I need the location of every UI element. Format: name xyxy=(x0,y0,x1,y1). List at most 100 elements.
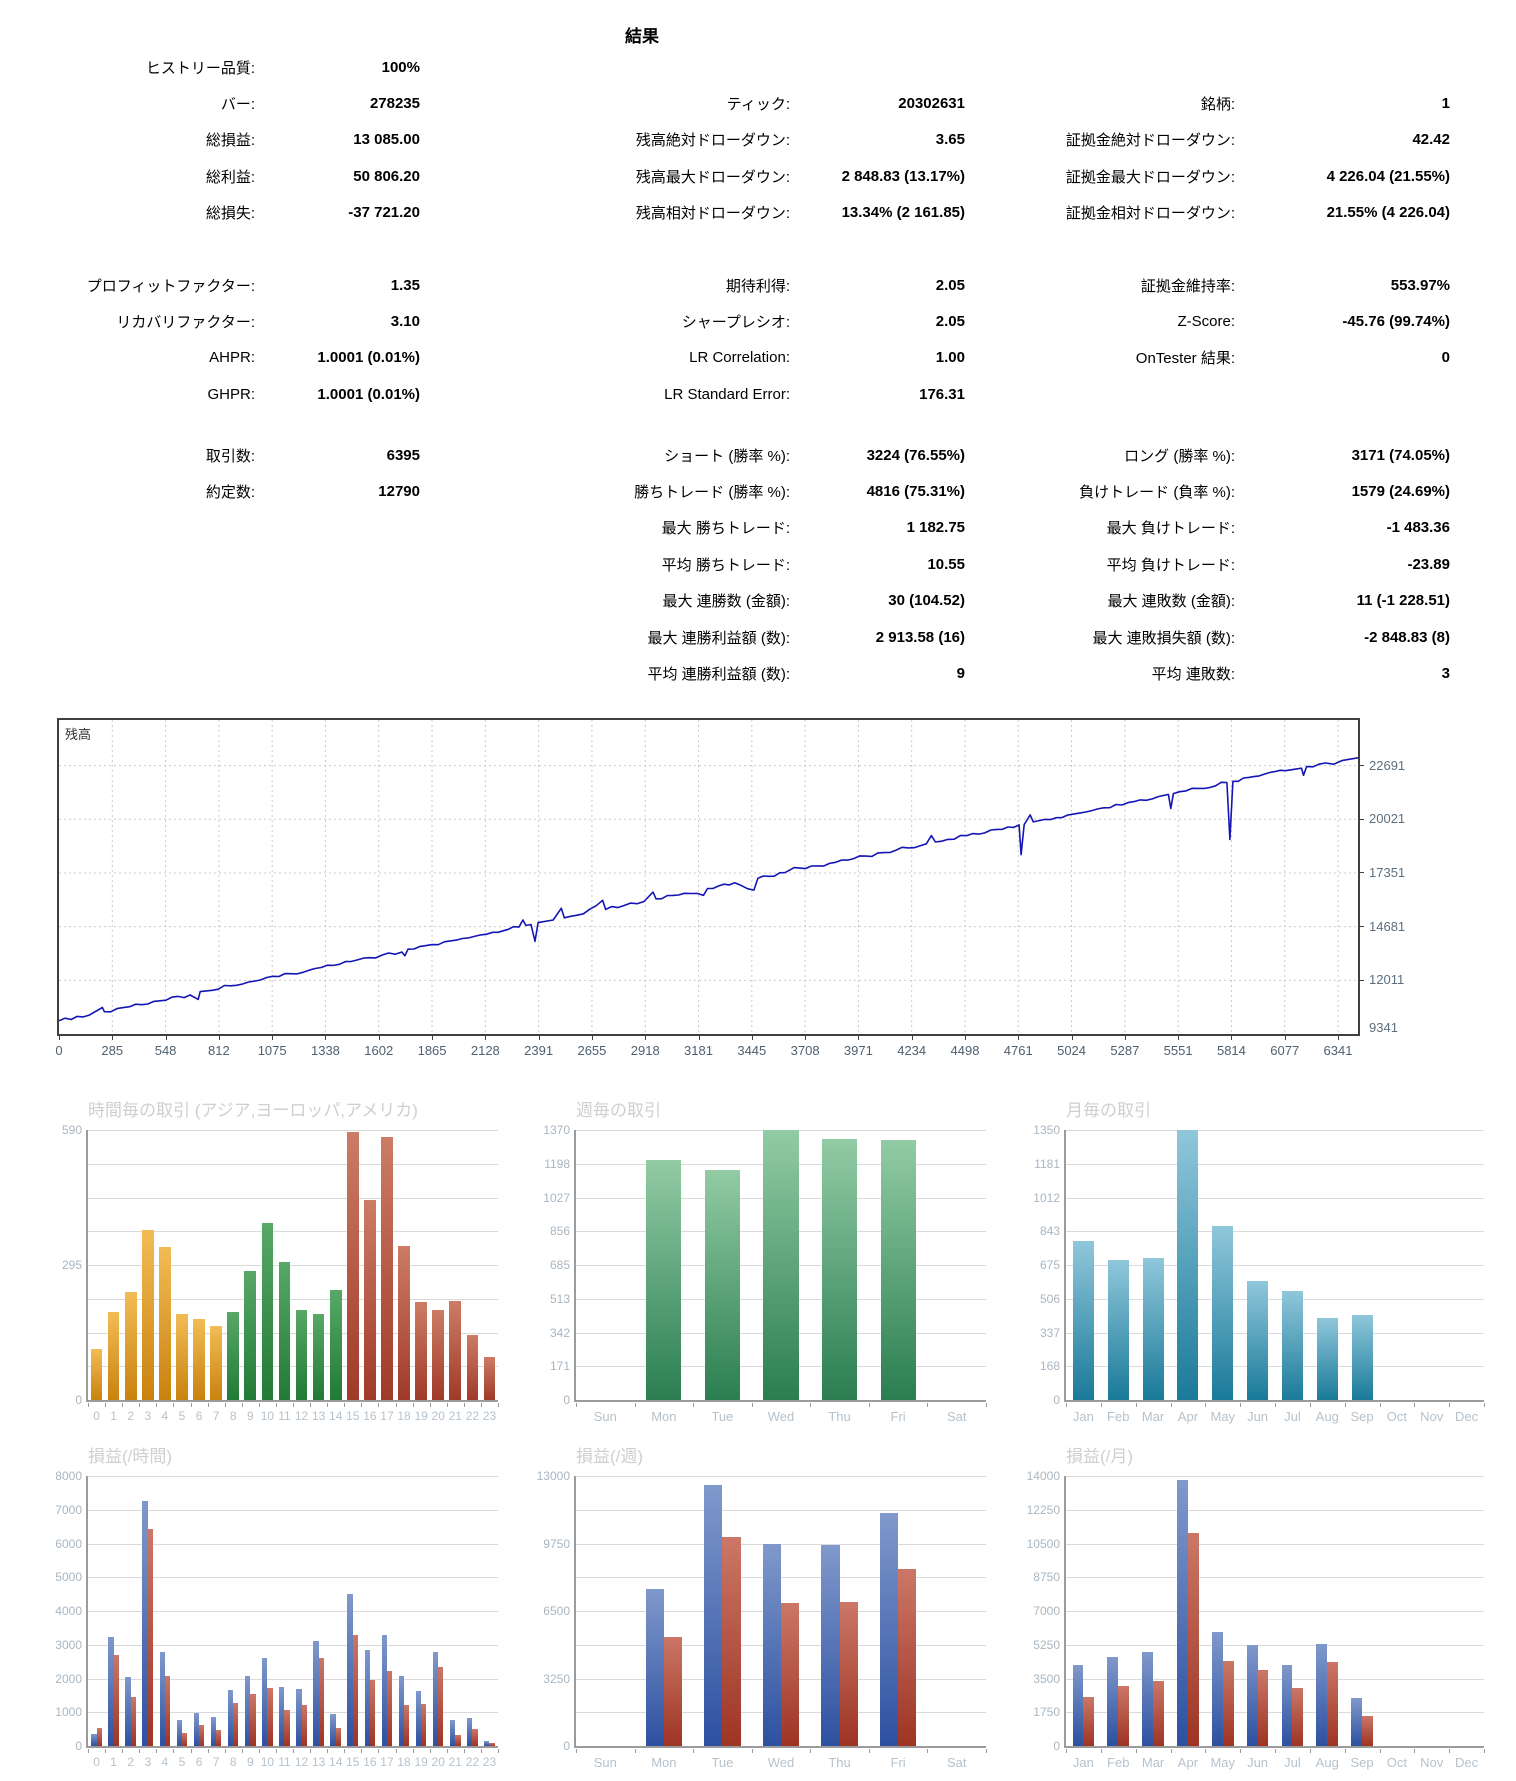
bar-Sep xyxy=(1351,1314,1373,1400)
chart-gridline xyxy=(1066,1231,1484,1233)
chart-x-tick xyxy=(480,1403,482,1407)
balance-x-tick xyxy=(112,1036,114,1040)
bar-loss-8 xyxy=(233,1702,239,1746)
bar-14 xyxy=(329,1289,342,1400)
chart-x-tick xyxy=(1205,1749,1207,1753)
chart-x-tick xyxy=(1100,1749,1102,1753)
bar-loss-18 xyxy=(404,1704,410,1746)
balance-x-tick xyxy=(432,1036,434,1040)
stat-label: 最大 連勝利益額 (数): xyxy=(647,629,791,647)
bar-loss-10 xyxy=(267,1687,273,1746)
chart-y-axis xyxy=(1064,1130,1066,1402)
chart-x-label: 20 xyxy=(431,1409,445,1423)
chart-x-label: Aug xyxy=(1315,1755,1339,1770)
stat-value: 1.0001 (0.01%) xyxy=(317,349,420,367)
bar-10 xyxy=(261,1223,274,1400)
chart-y-label: 9750 xyxy=(543,1536,570,1551)
bar-profit-Tue xyxy=(704,1485,723,1746)
stat-value: 4 226.04 (21.55%) xyxy=(1326,167,1450,185)
chart-gridline xyxy=(88,1332,498,1334)
balance-y-label: 20021 xyxy=(1369,811,1406,827)
chart-x-label: 13 xyxy=(311,1409,326,1423)
chart-x-tick xyxy=(927,1749,929,1753)
balance-y-tick xyxy=(1359,765,1364,767)
chart-x-tick xyxy=(378,1749,380,1753)
balance-x-tick xyxy=(485,1036,487,1040)
bar-loss-17 xyxy=(386,1671,393,1746)
chart-gridline xyxy=(1066,1265,1484,1266)
chart-x-tick xyxy=(1379,1749,1381,1753)
chart-x-tick xyxy=(88,1749,89,1753)
bar-profit-Sep xyxy=(1351,1698,1363,1746)
chart-y-label: 6000 xyxy=(55,1536,82,1551)
chart-x-label: 18 xyxy=(397,1409,411,1423)
bar-loss-Thu xyxy=(839,1602,858,1746)
chart-y-label: 10500 xyxy=(1026,1536,1060,1551)
bar-profit-Fri xyxy=(879,1512,899,1746)
bar-loss-Mar xyxy=(1153,1681,1164,1746)
chart-x-label: 23 xyxy=(482,1409,497,1423)
balance-y-label: 22691 xyxy=(1369,757,1406,773)
chart-y-label: 7000 xyxy=(55,1502,82,1517)
chart-4: 損益(/時間) 0 1000 2000 3000 4000 5000 6000 7000 8000… xyxy=(30,1434,510,1780)
chart-gridline xyxy=(1066,1298,1484,1300)
chart-x-label: 12 xyxy=(294,1755,309,1769)
chart-x-label: Tue xyxy=(711,1755,734,1770)
chart-x-tick xyxy=(810,1403,812,1407)
chart-x-tick xyxy=(751,1749,753,1753)
bar-1 xyxy=(107,1312,120,1400)
chart-x-tick xyxy=(258,1749,260,1753)
stats-row: 総利益: 50 806.20 残高最大ドローダウン: 2 848.83 (13.17%… xyxy=(0,158,1452,194)
chart-x-tick xyxy=(1066,1749,1067,1753)
stat-label: 銘柄: xyxy=(1200,96,1235,114)
bar-Thu xyxy=(822,1139,858,1400)
chart-x-tick xyxy=(1379,1403,1381,1407)
stat-label: リカバリファクター: xyxy=(116,314,255,332)
chart-x-tick xyxy=(463,1749,465,1753)
chart-x-label: 10 xyxy=(260,1755,275,1769)
chart-x-label: Nov xyxy=(1420,1409,1444,1424)
balance-x-label: 6341 xyxy=(1323,1043,1353,1058)
balance-x-label: 4498 xyxy=(950,1043,980,1058)
stats-row: 約定数: 12790 勝ちトレード (勝率 %): 4816 (75.31%) 負けトレ… xyxy=(0,473,1452,509)
bar-loss-Mon xyxy=(663,1637,682,1746)
bar-profit-14 xyxy=(330,1713,336,1746)
bar-profit-17 xyxy=(381,1634,387,1746)
bar-profit-22 xyxy=(467,1718,473,1746)
bar-7 xyxy=(210,1325,222,1400)
chart-gridline xyxy=(1066,1197,1484,1199)
chart-y-label: 1181 xyxy=(1034,1156,1060,1171)
chart-x-tick xyxy=(378,1403,380,1407)
chart-x-tick xyxy=(224,1403,226,1407)
chart-y-label: 1198 xyxy=(544,1156,570,1171)
balance-x-label: 2655 xyxy=(577,1043,607,1058)
chart-gridline xyxy=(1066,1509,1484,1511)
chart-x-label: Wed xyxy=(767,1409,795,1424)
chart-x-tick xyxy=(446,1403,448,1407)
chart-x-tick xyxy=(1100,1403,1102,1407)
chart-x-tick xyxy=(1309,1403,1311,1407)
bar-6 xyxy=(193,1318,205,1400)
stat-value: 0 xyxy=(1441,349,1450,367)
bar-profit-Jul xyxy=(1281,1664,1293,1746)
chart-x-tick xyxy=(1205,1403,1207,1407)
bar-18 xyxy=(398,1245,410,1400)
chart-x-tick xyxy=(207,1403,209,1407)
stat-value: 2.05 xyxy=(935,276,965,294)
chart-x-tick xyxy=(241,1749,243,1753)
chart-y-axis xyxy=(574,1130,576,1402)
chart-y-label: 2000 xyxy=(55,1671,82,1686)
chart-y-label: 0 xyxy=(563,1739,570,1753)
bar-17 xyxy=(381,1137,393,1400)
bar-loss-Wed xyxy=(781,1603,800,1746)
bar-loss-12 xyxy=(301,1704,307,1746)
chart-y-label: 8750 xyxy=(1033,1570,1060,1585)
chart-gridline xyxy=(1066,1678,1484,1680)
stat-label: 平均 連敗数: xyxy=(1151,666,1235,684)
stat-value: 6395 xyxy=(386,446,420,464)
chart-gridline xyxy=(576,1543,986,1545)
chart-x-label: Oct xyxy=(1386,1755,1408,1770)
balance-y-label: 14681 xyxy=(1369,918,1406,934)
bar-21 xyxy=(449,1301,462,1400)
